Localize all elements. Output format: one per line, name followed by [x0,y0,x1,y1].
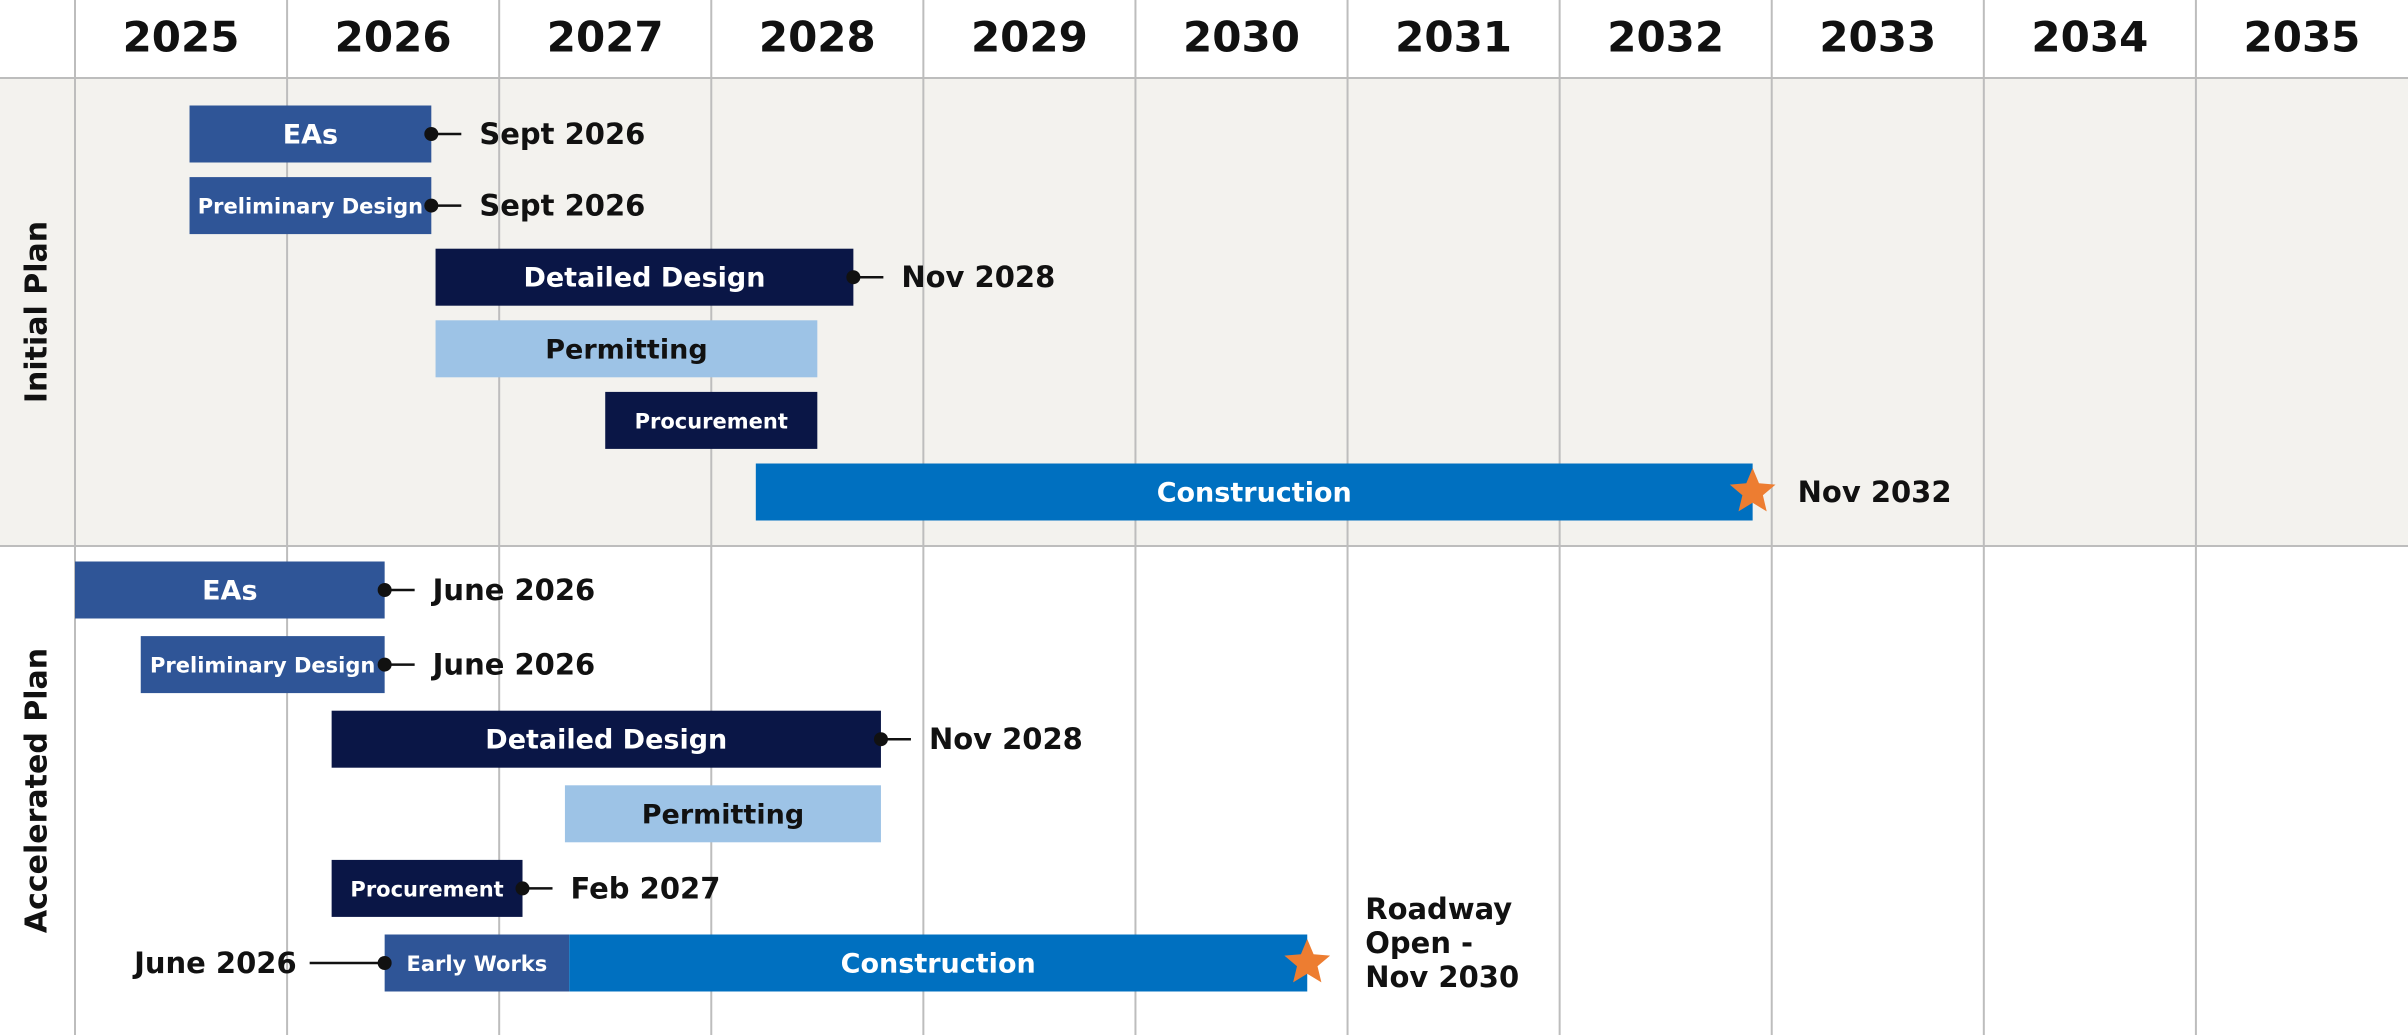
task-bar [605,391,818,449]
task-label: Preliminary Design [150,654,375,678]
task-label: Preliminary Design [198,195,423,219]
year-label: 2031 [1395,13,1512,62]
task-bar [331,859,523,917]
year-label: 2035 [2244,13,2361,62]
year-label: 2026 [335,13,452,62]
year-label: 2032 [1607,13,1724,62]
annotation-line: Nov 2030 [1365,960,1519,994]
date-label: June 2026 [431,573,596,607]
task-label: Procurement [635,409,788,433]
date-label: June 2026 [431,648,596,682]
leader-dot [846,270,861,285]
task-bar [75,561,385,619]
date-label: Nov 2032 [1798,475,1952,509]
task-bar [140,636,385,694]
task-label: EAs [283,120,338,151]
task-bar [435,320,818,378]
annotation-line: Roadway [1365,892,1512,926]
task-label: Detailed Design [523,263,765,294]
year-label: 2034 [2031,13,2148,62]
annotation-line: Open - [1365,926,1473,960]
date-label: June 2026 [132,946,297,980]
task-label: Procurement [350,877,503,901]
leader-dot [424,127,439,141]
task-bar [189,105,432,163]
date-label: Nov 2028 [929,722,1083,756]
task-bar [755,463,1753,521]
task-label: EAs [202,576,257,607]
task-label: Construction [841,949,1036,980]
task-bar [189,177,432,235]
year-label: 2029 [971,13,1088,62]
date-label: Feb 2027 [571,871,721,905]
leader-dot [424,198,439,213]
leader-dot [873,732,888,747]
task-bar [435,248,854,306]
year-label: 2027 [547,13,664,62]
year-label: 2025 [123,13,240,62]
milestone-star [1284,939,1331,983]
year-label: 2033 [1819,13,1936,62]
section-label: Initial Plan [20,221,55,403]
leader-dot [377,657,392,672]
year-label: 2030 [1183,13,1300,62]
leader-dot [515,881,530,896]
task-label: Construction [1157,478,1352,509]
leader-dot [377,956,392,970]
milestone-star [1729,468,1776,512]
task-label: Early Works [407,952,548,976]
date-label: Sept 2026 [479,117,645,151]
year-label: 2028 [759,13,876,62]
section-label: Accelerated Plan [20,648,55,933]
date-label: Nov 2028 [901,260,1055,294]
leader-dot [377,583,392,597]
task-label: Permitting [545,334,707,365]
task-label: Permitting [642,799,804,830]
task-bar [384,934,570,992]
date-label: Sept 2026 [479,189,645,223]
task-label: Detailed Design [485,725,727,756]
task-bar [569,934,1308,992]
task-bar [331,710,881,768]
task-bar [564,785,881,843]
